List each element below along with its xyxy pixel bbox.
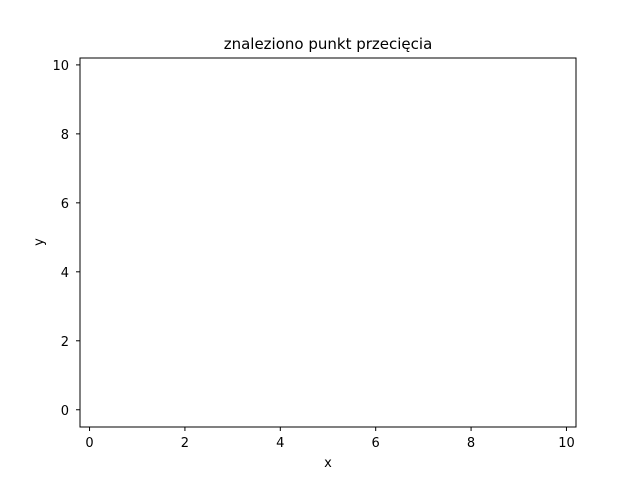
x-tick-label: 8: [467, 436, 475, 451]
y-axis-label: y: [32, 238, 47, 246]
y-tick-label: 2: [61, 335, 69, 350]
x-tick-label: 6: [372, 436, 380, 451]
y-tick-label: 8: [61, 128, 69, 143]
y-tick-label: 0: [61, 404, 69, 419]
x-tick-label: 10: [558, 436, 575, 451]
x-tick-label: 4: [276, 436, 284, 451]
x-tick-label: 0: [85, 436, 93, 451]
x-axis-label: x: [324, 456, 332, 471]
x-tick-label: 2: [181, 436, 189, 451]
y-tick-label: 4: [61, 266, 69, 281]
chart-title: znaleziono punkt przecięcia: [224, 35, 433, 53]
y-axis: 0 2 4 6 8 10: [52, 59, 80, 419]
y-tick-label: 6: [61, 197, 69, 212]
x-axis: 0 2 4 6 8 10: [85, 427, 575, 451]
plot-frame: [79, 57, 577, 428]
y-tick-label: 10: [52, 59, 69, 74]
